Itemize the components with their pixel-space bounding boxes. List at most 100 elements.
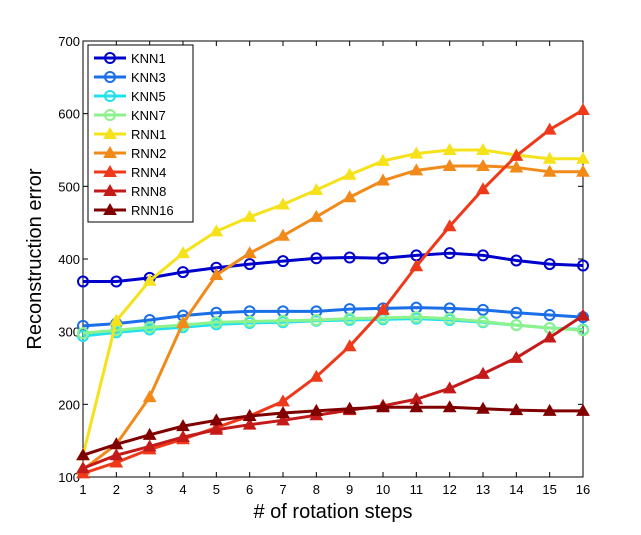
point-rnn8-2 <box>109 448 124 461</box>
series-rnn1 <box>76 142 590 461</box>
series-line-rnn16 <box>82 405 583 457</box>
point-knn7-7 <box>277 314 289 327</box>
legend-label-rnn4: RNN4 <box>131 165 166 180</box>
point-rnn1-8 <box>309 182 324 195</box>
legend-marker-rnn1 <box>103 126 117 139</box>
point-knn1-14 <box>510 254 523 267</box>
point-rnn1-3 <box>142 273 157 286</box>
legend-marker-knn7 <box>104 109 116 121</box>
point-rnn16-10 <box>376 400 390 413</box>
y-axis-title: Reconstruction error <box>24 168 46 350</box>
series-rnn16 <box>76 400 590 461</box>
point-rnn16-6 <box>242 408 257 421</box>
point-knn7-14 <box>510 319 523 332</box>
legend-entry-knn7: KNN7 <box>94 108 166 123</box>
legend-entry-rnn1: RNN1 <box>94 126 166 142</box>
point-knn7-1 <box>77 327 89 340</box>
legend-label-knn3: KNN3 <box>131 70 166 85</box>
x-tick-label-14: 14 <box>509 482 523 497</box>
point-rnn2-14 <box>509 160 524 173</box>
legend-entry-knn1: KNN1 <box>94 51 166 66</box>
series-line-knn1 <box>83 251 584 284</box>
point-rnn2-8 <box>309 209 324 222</box>
point-rnn16-7 <box>276 406 290 419</box>
legend-marker-rnn2 <box>103 145 117 158</box>
point-knn1-6 <box>243 258 256 271</box>
point-rnn2-5 <box>209 267 224 280</box>
point-rnn2-16 <box>576 164 590 177</box>
point-rnn16-13 <box>476 401 490 414</box>
point-rnn4-11 <box>409 259 424 272</box>
legend-label-rnn8: RNN8 <box>131 184 166 199</box>
point-rnn2-10 <box>376 173 390 186</box>
series-line-knn3 <box>82 306 584 328</box>
point-rnn1-16 <box>576 151 590 164</box>
legend-marker-rnn16 <box>103 202 117 215</box>
point-knn7-3 <box>143 321 156 334</box>
point-rnn16-9 <box>342 401 357 414</box>
y-tick-label-7: 700 <box>58 34 80 49</box>
x-tick-label-9: 9 <box>346 482 353 497</box>
x-tick-label-3: 3 <box>146 482 153 497</box>
point-rnn16-3 <box>142 427 157 440</box>
point-knn3-13 <box>477 303 489 316</box>
point-rnn4-10 <box>376 302 390 315</box>
legend-label-rnn2: RNN2 <box>131 146 166 161</box>
legend-entry-knn5: KNN5 <box>94 89 166 104</box>
point-rnn4-9 <box>342 339 357 352</box>
point-rnn4-13 <box>476 182 490 195</box>
x-tick-label-11: 11 <box>410 482 424 497</box>
point-rnn2-7 <box>276 228 290 241</box>
legend-entry-rnn8: RNN8 <box>94 183 166 199</box>
point-knn7-8 <box>310 314 323 327</box>
point-rnn1-9 <box>342 167 357 180</box>
point-rnn16-2 <box>109 437 124 450</box>
point-rnn1-11 <box>409 146 424 159</box>
point-knn1-15 <box>543 258 556 271</box>
legend-label-knn5: KNN5 <box>131 89 166 104</box>
y-tick-label-3: 300 <box>58 325 80 340</box>
point-rnn2-15 <box>542 164 557 177</box>
point-knn1-10 <box>377 252 389 265</box>
point-rnn1-5 <box>209 224 224 237</box>
point-rnn4-12 <box>442 219 457 232</box>
y-tick-label-2: 200 <box>58 397 80 412</box>
point-rnn1-12 <box>442 142 457 155</box>
series-line-rnn2 <box>82 164 583 471</box>
point-rnn8-5 <box>209 422 224 435</box>
point-rnn8-7 <box>276 413 290 426</box>
point-rnn16-16 <box>576 403 590 416</box>
point-knn7-13 <box>477 315 489 328</box>
point-rnn4-16 <box>576 103 590 116</box>
series-knn1 <box>77 247 589 288</box>
legend-entry-rnn2: RNN2 <box>94 145 166 161</box>
point-rnn4-7 <box>276 394 290 407</box>
point-rnn8-15 <box>542 330 557 343</box>
legend: KNN1 KNN3 KNN5 KNN7 RNN1 RNN2 RNN4 RNN8 RNN16 <box>87 44 194 223</box>
point-rnn2-12 <box>442 158 457 171</box>
point-knn3-15 <box>543 308 556 321</box>
point-knn1-4 <box>177 266 189 279</box>
legend-label-knn7: KNN7 <box>131 108 166 123</box>
legend-entry-knn3: KNN3 <box>94 70 166 85</box>
series-line-rnn4 <box>82 108 584 475</box>
x-tick-label-15: 15 <box>542 482 556 497</box>
legend-marker-knn5 <box>104 90 116 102</box>
point-knn7-11 <box>410 311 423 324</box>
point-rnn2-3 <box>142 390 157 403</box>
point-knn1-16 <box>577 259 589 272</box>
x-tick-label-10: 10 <box>376 482 390 497</box>
x-tick-label-16: 16 <box>576 482 590 497</box>
point-rnn2-9 <box>342 190 357 203</box>
legend-marker-knn3 <box>104 71 116 83</box>
legend-entry-rnn4: RNN4 <box>94 164 166 180</box>
point-rnn1-4 <box>176 246 190 259</box>
series-line-rnn8 <box>82 314 584 470</box>
point-rnn16-5 <box>209 413 224 426</box>
x-tick-label-7: 7 <box>279 482 286 497</box>
point-rnn8-1 <box>76 461 90 474</box>
point-rnn16-4 <box>176 419 190 432</box>
point-rnn8-3 <box>142 439 157 452</box>
point-rnn4-15 <box>542 122 557 135</box>
